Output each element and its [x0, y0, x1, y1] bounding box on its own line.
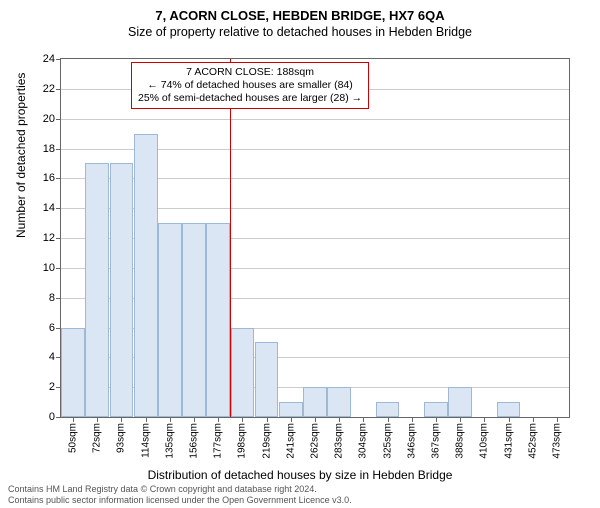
xtick-mark — [388, 417, 389, 422]
annotation-line1: 7 ACORN CLOSE: 188sqm — [138, 66, 362, 79]
ytick-label: 22 — [43, 83, 55, 95]
xtick-mark — [242, 417, 243, 422]
xtick-mark — [436, 417, 437, 422]
xtick-label: 156sqm — [189, 423, 200, 459]
ytick-label: 0 — [49, 411, 55, 423]
histogram-bar — [85, 163, 109, 417]
xtick-label: 283sqm — [334, 423, 345, 459]
ytick-label: 24 — [43, 53, 55, 65]
footer-attribution: Contains HM Land Registry data © Crown c… — [8, 484, 352, 506]
footer-line1: Contains HM Land Registry data © Crown c… — [8, 484, 352, 495]
histogram-bar — [231, 328, 255, 418]
ytick-mark — [56, 59, 61, 60]
xtick-mark — [267, 417, 268, 422]
xtick-label: 219sqm — [261, 423, 272, 459]
ytick-mark — [56, 268, 61, 269]
ytick-mark — [56, 208, 61, 209]
xtick-label: 410sqm — [479, 423, 490, 459]
histogram-bar — [255, 342, 279, 417]
xtick-mark — [218, 417, 219, 422]
histogram-bar — [497, 402, 521, 417]
annotation-line3: 25% of semi-detached houses are larger (… — [138, 92, 362, 105]
histogram-bar — [327, 387, 351, 417]
xtick-label: 367sqm — [430, 423, 441, 459]
xtick-mark — [412, 417, 413, 422]
xtick-label: 452sqm — [527, 423, 538, 459]
xtick-label: 93sqm — [116, 423, 127, 453]
xtick-mark — [291, 417, 292, 422]
ytick-mark — [56, 119, 61, 120]
xtick-mark — [194, 417, 195, 422]
xtick-label: 135sqm — [164, 423, 175, 459]
histogram-bar — [376, 402, 400, 417]
xtick-label: 262sqm — [310, 423, 321, 459]
annotation-line2: ← 74% of detached houses are smaller (84… — [138, 79, 362, 92]
ytick-label: 8 — [49, 292, 55, 304]
histogram-bar — [134, 134, 158, 417]
ytick-label: 10 — [43, 262, 55, 274]
xtick-label: 346sqm — [406, 423, 417, 459]
ytick-label: 4 — [49, 351, 55, 363]
chart-title-sub: Size of property relative to detached ho… — [0, 25, 600, 39]
xtick-label: 198sqm — [237, 423, 248, 459]
ytick-mark — [56, 298, 61, 299]
xtick-mark — [315, 417, 316, 422]
xtick-mark — [484, 417, 485, 422]
chart-title-main: 7, ACORN CLOSE, HEBDEN BRIDGE, HX7 6QA — [0, 8, 600, 23]
xtick-mark — [146, 417, 147, 422]
xtick-mark — [557, 417, 558, 422]
y-axis-label: Number of detached properties — [14, 73, 28, 238]
annotation-box: 7 ACORN CLOSE: 188sqm ← 74% of detached … — [131, 62, 369, 109]
xtick-mark — [339, 417, 340, 422]
xtick-mark — [363, 417, 364, 422]
histogram-bar — [303, 387, 327, 417]
ytick-mark — [56, 178, 61, 179]
ytick-label: 12 — [43, 232, 55, 244]
ytick-mark — [56, 149, 61, 150]
xtick-mark — [509, 417, 510, 422]
ytick-label: 2 — [49, 381, 55, 393]
histogram-bar — [206, 223, 230, 417]
reference-line — [230, 59, 231, 417]
ytick-label: 16 — [43, 172, 55, 184]
xtick-label: 388sqm — [455, 423, 466, 459]
xtick-label: 431sqm — [503, 423, 514, 459]
xtick-label: 304sqm — [358, 423, 369, 459]
histogram-bar — [158, 223, 182, 417]
ytick-mark — [56, 417, 61, 418]
xtick-label: 177sqm — [213, 423, 224, 459]
xtick-mark — [533, 417, 534, 422]
xtick-label: 325sqm — [382, 423, 393, 459]
xtick-mark — [73, 417, 74, 422]
xtick-label: 72sqm — [92, 423, 103, 453]
xtick-label: 114sqm — [140, 423, 151, 458]
gridline — [61, 119, 569, 120]
histogram-bar — [279, 402, 303, 417]
footer-line2: Contains public sector information licen… — [8, 495, 352, 506]
histogram-bar — [424, 402, 448, 417]
histogram-bar — [448, 387, 472, 417]
x-axis-label: Distribution of detached houses by size … — [0, 468, 600, 482]
histogram-bar — [182, 223, 206, 417]
ytick-label: 14 — [43, 202, 55, 214]
ytick-mark — [56, 89, 61, 90]
ytick-mark — [56, 238, 61, 239]
xtick-label: 241sqm — [285, 423, 296, 459]
histogram-bar — [110, 163, 134, 417]
xtick-mark — [170, 417, 171, 422]
xtick-mark — [121, 417, 122, 422]
ytick-label: 18 — [43, 143, 55, 155]
xtick-label: 473sqm — [551, 423, 562, 459]
histogram-bar — [61, 328, 85, 418]
xtick-mark — [97, 417, 98, 422]
ytick-label: 20 — [43, 113, 55, 125]
xtick-mark — [460, 417, 461, 422]
xtick-label: 50sqm — [68, 423, 79, 453]
chart-plot-area: 02468101214161820222450sqm72sqm93sqm114s… — [60, 58, 570, 418]
ytick-label: 6 — [49, 322, 55, 334]
